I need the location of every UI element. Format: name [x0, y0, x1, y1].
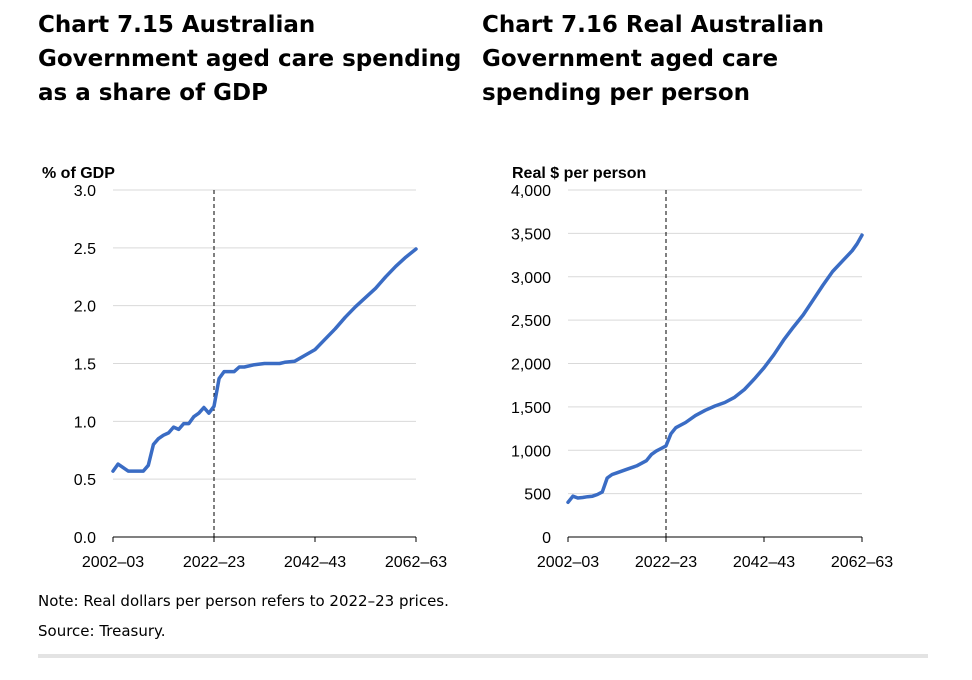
x-tick-label: 2002–03	[82, 554, 144, 571]
y-axis-label: Real $ per person	[512, 165, 646, 182]
gdp-share-line-chart: % of GDP 0.0 0.5 1.0 1.5 2.0 2.5 3.0 2002–03 2022…	[42, 165, 447, 571]
y-tick-label: 0.5	[74, 472, 96, 489]
y-tick-label: 3,500	[511, 226, 551, 243]
chart-source: Source: Treasury.	[38, 622, 166, 640]
series-line	[566, 233, 864, 505]
y-tick-label: 3,000	[511, 270, 551, 287]
y-tick-label: 0.0	[74, 530, 96, 547]
x-tick-label: 2042–43	[284, 554, 346, 571]
y-axis-label: % of GDP	[42, 165, 115, 182]
y-tick-label: 4,000	[511, 183, 551, 200]
bottom-divider	[38, 654, 928, 658]
y-tick-label: 2,000	[511, 357, 551, 374]
x-tick-label: 2022–23	[183, 554, 245, 571]
x-tick-label: 2062–63	[385, 554, 447, 571]
y-tick-label: 1.0	[74, 414, 96, 431]
y-tick-label: 3.0	[74, 183, 96, 200]
y-tick-label: 500	[524, 487, 551, 504]
x-tick-label: 2042–43	[733, 554, 795, 571]
x-tick-label: 2062–63	[831, 554, 893, 571]
chart-title-left: Chart 7.15 Australian Government aged ca…	[38, 12, 462, 106]
y-tick-label: 2,500	[511, 313, 551, 330]
x-tick-label: 2022–23	[635, 554, 697, 571]
y-tick-label: 1,000	[511, 443, 551, 460]
series-line	[111, 247, 418, 473]
y-tick-label: 2.5	[74, 241, 96, 258]
y-tick-label: 2.0	[74, 299, 96, 316]
y-tick-label: 1.5	[74, 357, 96, 374]
per-person-line-chart: Real $ per person 0 500 1,000 1,500 2,000 2,50…	[511, 165, 893, 571]
y-tick-label: 0	[542, 530, 551, 547]
y-tick-label: 1,500	[511, 400, 551, 417]
x-tick-label: 2002–03	[537, 554, 599, 571]
chart-note: Note: Real dollars per person refers to …	[38, 592, 449, 610]
chart-title-right: Chart 7.16 Real Australian Government ag…	[482, 12, 824, 106]
